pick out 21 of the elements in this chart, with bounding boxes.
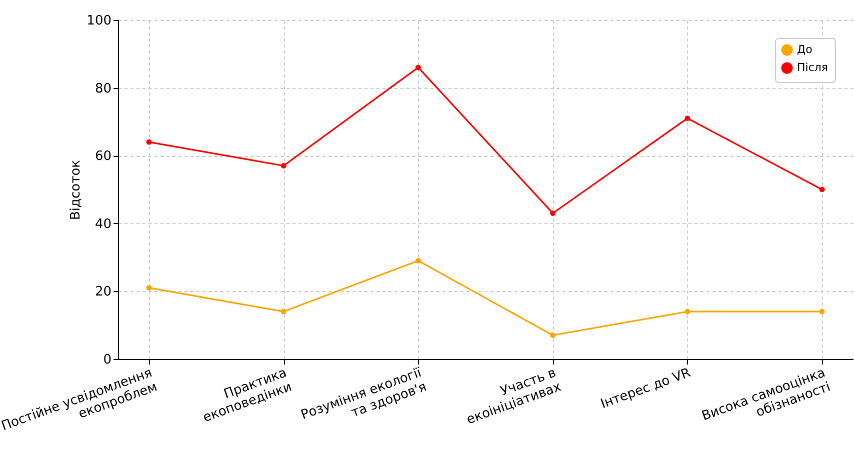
- point: [684, 308, 690, 314]
- legend-label: До: [797, 43, 813, 56]
- y-tick-label: 20: [94, 284, 112, 300]
- point: [550, 332, 556, 338]
- point: [550, 210, 556, 216]
- point: [280, 308, 286, 314]
- legend-label: Після: [797, 61, 828, 74]
- point: [684, 116, 690, 122]
- point: [280, 163, 286, 169]
- point: [819, 308, 825, 314]
- y-tick-label: 100: [86, 14, 112, 28]
- y-tick-label: 0: [103, 352, 112, 368]
- y-axis-title: Відсоток: [68, 160, 84, 220]
- y-tick-label: 80: [94, 81, 112, 96]
- point: [415, 258, 421, 264]
- point: [146, 285, 152, 291]
- point: [415, 64, 421, 70]
- point: [819, 186, 825, 192]
- y-tick-label: 40: [94, 216, 112, 232]
- point: [146, 139, 152, 145]
- y-tick-label: 60: [94, 149, 112, 164]
